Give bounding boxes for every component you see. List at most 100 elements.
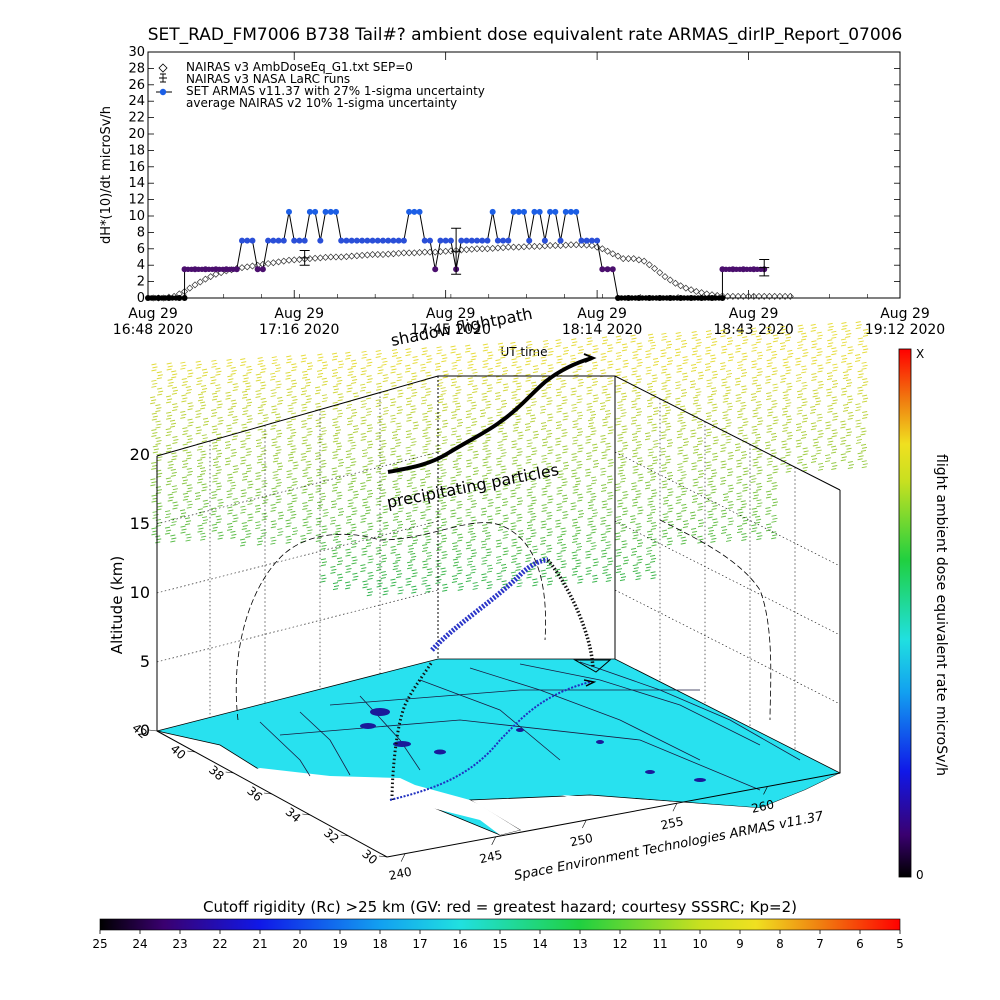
particle-mark bbox=[257, 357, 264, 366]
particle-mark bbox=[526, 472, 533, 481]
particle-mark bbox=[621, 343, 629, 352]
particle-mark bbox=[661, 332, 668, 341]
particle-mark bbox=[556, 355, 563, 364]
particle-mark bbox=[815, 446, 822, 455]
particle-mark bbox=[230, 399, 237, 408]
y-tick-label: 6 bbox=[137, 242, 145, 257]
particle-mark bbox=[766, 474, 773, 483]
particle-mark bbox=[590, 427, 597, 436]
particle-mark bbox=[256, 455, 264, 464]
particle-mark bbox=[487, 351, 494, 360]
particle-mark bbox=[810, 323, 817, 332]
particle-mark bbox=[697, 486, 704, 495]
nairas-v3-marker bbox=[243, 263, 251, 271]
particle-mark bbox=[526, 570, 533, 579]
particle-mark bbox=[577, 444, 584, 453]
particle-mark bbox=[742, 418, 749, 427]
particle-mark bbox=[245, 431, 252, 440]
particle-mark bbox=[306, 477, 314, 486]
rigidity-tick-label: 20 bbox=[292, 937, 307, 951]
particle-mark bbox=[240, 358, 247, 367]
particle-mark bbox=[712, 452, 719, 461]
particle-mark bbox=[286, 388, 293, 397]
particle-mark bbox=[662, 513, 669, 522]
particle-mark bbox=[436, 543, 443, 552]
particle-mark bbox=[630, 547, 638, 556]
nairas-v3-marker bbox=[295, 255, 303, 263]
armas-point bbox=[162, 295, 169, 301]
particle-mark bbox=[200, 532, 207, 541]
latitude-tick-label: 40 bbox=[168, 742, 189, 763]
particle-mark bbox=[380, 554, 388, 563]
particle-mark bbox=[677, 463, 684, 472]
particle-mark bbox=[260, 447, 267, 456]
particle-mark bbox=[452, 558, 460, 567]
armas-point bbox=[716, 295, 722, 301]
particle-mark bbox=[470, 401, 477, 410]
particle-mark bbox=[710, 485, 717, 494]
particle-mark bbox=[827, 322, 834, 331]
nairas-v3-marker bbox=[640, 257, 648, 265]
armas-point bbox=[275, 237, 282, 244]
legend-entry-nairas-v3: NAIRAS v3 AmbDoseEq_G1.txt SEP=0 bbox=[186, 60, 413, 74]
particle-mark bbox=[406, 413, 413, 422]
armas-point bbox=[338, 237, 345, 244]
particle-mark bbox=[232, 415, 239, 424]
armas-point bbox=[705, 295, 712, 301]
particle-mark bbox=[390, 447, 397, 456]
armas-point bbox=[510, 208, 517, 215]
particle-mark bbox=[197, 508, 204, 517]
particle-mark bbox=[705, 494, 712, 503]
particle-mark bbox=[300, 354, 307, 363]
particle-mark bbox=[335, 442, 343, 451]
particle-mark bbox=[351, 540, 358, 549]
nairas-v3-marker bbox=[416, 248, 424, 256]
altitude-tick-label: 0 bbox=[140, 721, 150, 740]
particle-mark bbox=[260, 529, 267, 538]
particle-mark bbox=[524, 423, 532, 431]
particle-mark bbox=[412, 421, 419, 430]
nairas-v3-marker bbox=[285, 256, 293, 264]
particle-mark bbox=[240, 505, 247, 514]
particle-mark bbox=[532, 545, 539, 554]
nairas-v3-marker bbox=[389, 250, 397, 258]
particle-mark bbox=[337, 360, 344, 369]
particle-mark bbox=[275, 364, 282, 373]
rigidity-tick-label: 15 bbox=[492, 937, 507, 951]
particle-mark bbox=[301, 436, 308, 445]
armas-point bbox=[239, 237, 245, 244]
particle-mark bbox=[352, 425, 360, 434]
particle-mark bbox=[675, 397, 682, 406]
lat-tick bbox=[302, 813, 311, 816]
particle-mark bbox=[270, 503, 277, 512]
particle-mark bbox=[425, 502, 432, 511]
particle-mark bbox=[644, 481, 652, 490]
particle-mark bbox=[766, 392, 773, 401]
altitude-tick-label: 20 bbox=[130, 445, 150, 464]
particle-mark bbox=[647, 415, 654, 424]
particle-mark bbox=[764, 441, 772, 450]
longitude-tick-label: 245 bbox=[478, 848, 503, 866]
particle-mark bbox=[666, 439, 674, 448]
particle-mark bbox=[767, 408, 774, 417]
particle-mark bbox=[525, 537, 532, 546]
particle-mark bbox=[375, 497, 382, 506]
particle-mark bbox=[331, 368, 339, 377]
particle-mark bbox=[366, 473, 373, 482]
particle-mark bbox=[227, 506, 234, 515]
x-tick-label-date: Aug 29 bbox=[274, 306, 324, 322]
particle-mark bbox=[530, 496, 537, 505]
particle-mark bbox=[396, 520, 404, 529]
particle-mark bbox=[661, 414, 668, 423]
particle-mark bbox=[635, 424, 642, 433]
particle-mark bbox=[666, 471, 674, 480]
particle-mark bbox=[496, 457, 503, 466]
particle-mark bbox=[360, 383, 367, 392]
particle-mark bbox=[486, 564, 494, 573]
armas-point bbox=[463, 237, 470, 244]
particle-mark bbox=[331, 549, 338, 558]
particle-mark bbox=[360, 432, 367, 441]
dose-colorbar-title: flight ambient dose equivalent rate micr… bbox=[933, 454, 949, 776]
particle-mark bbox=[540, 356, 547, 365]
particle-mark bbox=[271, 438, 278, 447]
